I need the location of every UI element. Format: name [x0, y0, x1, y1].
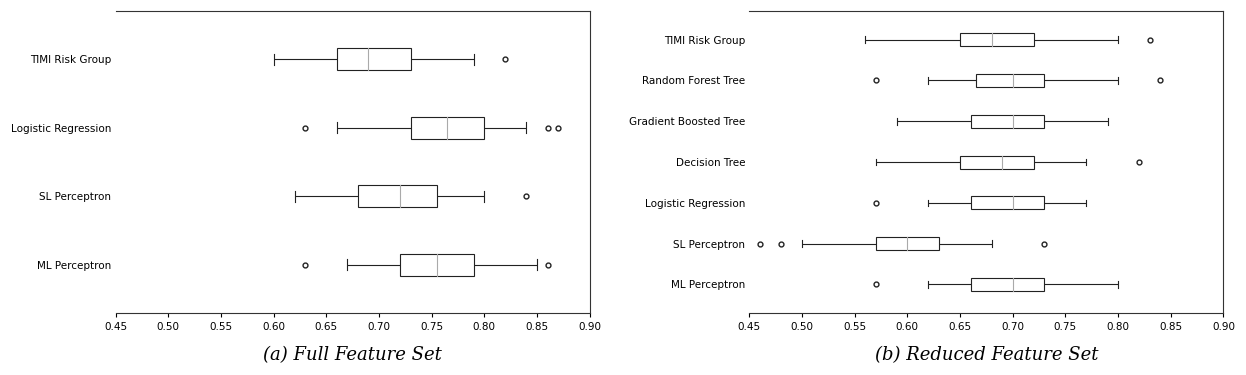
Bar	[976, 74, 1044, 87]
Bar	[971, 115, 1044, 128]
X-axis label: (b) Reduced Feature Set: (b) Reduced Feature Set	[875, 346, 1098, 364]
X-axis label: (a) Full Feature Set: (a) Full Feature Set	[263, 346, 442, 364]
Bar	[411, 117, 485, 139]
Bar	[336, 48, 411, 70]
Bar	[971, 196, 1044, 209]
Bar	[961, 156, 1034, 169]
Bar	[876, 237, 939, 250]
Bar	[971, 278, 1044, 291]
Bar	[961, 33, 1034, 46]
Bar	[400, 254, 473, 276]
Bar	[358, 185, 437, 207]
